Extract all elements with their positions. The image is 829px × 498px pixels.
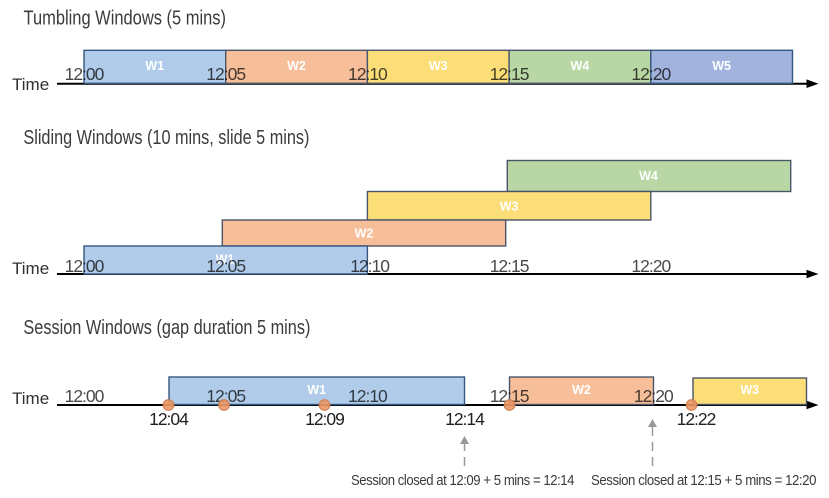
svg-text:12:00: 12:00 [65, 386, 105, 406]
svg-text:12:00: 12:00 [65, 64, 105, 84]
svg-text:Sliding Windows (10 mins, slid: Sliding Windows (10 mins, slide 5 mins) [23, 127, 309, 149]
svg-text:12:05: 12:05 [206, 256, 245, 276]
svg-text:W2: W2 [287, 59, 306, 73]
svg-text:W4: W4 [571, 59, 590, 73]
svg-text:Session closed at 12:09 + 5 mi: Session closed at 12:09 + 5 mins = 12:14 [351, 472, 574, 489]
svg-text:12:09: 12:09 [305, 409, 344, 429]
svg-text:W1: W1 [145, 59, 164, 73]
svg-text:12:15: 12:15 [490, 256, 529, 276]
svg-text:Session closed at 12:15 + 5 mi: Session closed at 12:15 + 5 mins = 12:20 [591, 472, 816, 489]
svg-text:W3: W3 [500, 199, 519, 213]
svg-text:W5: W5 [712, 59, 731, 73]
svg-text:12:15: 12:15 [490, 386, 529, 406]
svg-text:W1: W1 [307, 383, 326, 397]
svg-text:12:10: 12:10 [350, 256, 390, 276]
svg-text:Time: Time [12, 389, 49, 408]
svg-text:W1: W1 [216, 253, 235, 267]
svg-text:12:14: 12:14 [445, 409, 485, 429]
svg-text:W2: W2 [355, 226, 374, 240]
svg-text:12:20: 12:20 [631, 256, 671, 276]
svg-text:W3: W3 [740, 383, 759, 397]
svg-text:W2: W2 [572, 383, 591, 397]
svg-text:12:22: 12:22 [677, 409, 716, 429]
svg-text:12:04: 12:04 [149, 409, 189, 429]
svg-text:W3: W3 [429, 59, 448, 73]
svg-text:12:10: 12:10 [348, 386, 388, 406]
svg-text:W4: W4 [639, 169, 658, 183]
svg-text:12:10: 12:10 [348, 64, 388, 84]
svg-text:12:05: 12:05 [206, 386, 245, 406]
svg-text:Time: Time [12, 259, 49, 278]
svg-text:12:15: 12:15 [490, 64, 529, 84]
svg-text:12:05: 12:05 [206, 64, 245, 84]
svg-text:12:20: 12:20 [634, 386, 674, 406]
svg-text:12:00: 12:00 [65, 256, 105, 276]
svg-text:12:20: 12:20 [631, 64, 671, 84]
svg-text:Tumbling Windows (5 mins): Tumbling Windows (5 mins) [24, 8, 227, 30]
svg-text:Session Windows (gap duration: Session Windows (gap duration 5 mins) [23, 317, 310, 339]
svg-text:Time: Time [12, 75, 49, 94]
